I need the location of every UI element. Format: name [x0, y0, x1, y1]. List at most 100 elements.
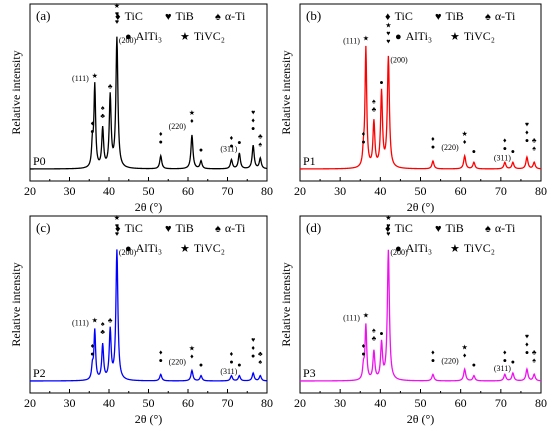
legend-symbol: ♠ — [485, 223, 491, 235]
peak-marker: ★♦ — [188, 109, 196, 125]
peak-hkl-label: (200) — [119, 248, 137, 257]
panel-label: (a) — [36, 8, 50, 23]
legend-symbol: ♥ — [435, 11, 442, 23]
xrd-spectrum-line — [30, 36, 268, 170]
legend-item: ♠ α-Ti — [215, 9, 246, 23]
legend-label: AlTi₃ — [136, 29, 162, 43]
x-tick-label: 70 — [222, 184, 234, 198]
legend-symbol: ♠ — [485, 11, 491, 23]
peak-marker: ♦● — [429, 349, 437, 365]
chart-panel-p2: 20 30 40 50 60 70 80 2θ (°) Relative intensity (c… — [9, 214, 273, 426]
peak-marker: ♣♠ — [530, 137, 538, 153]
legend-label: TiC — [395, 9, 413, 23]
peak-marker: ★ — [91, 317, 99, 325]
legend-item: ♦ TiC — [115, 9, 143, 23]
chart-panel-p0: 20 30 40 50 60 70 80 2θ (°) Relative intensity (a… — [9, 2, 273, 214]
x-axis-label: 2θ (°) — [135, 200, 163, 214]
peak-hkl-label: (311) — [220, 144, 237, 153]
peak-hkl-label: (311) — [494, 364, 511, 373]
legend-item: ★ TiVC₂ — [450, 241, 495, 255]
legend-symbol: ★ — [180, 243, 190, 255]
peak-marker: ★♥♥ — [113, 2, 121, 26]
peak-hkl-label: (311) — [494, 154, 511, 163]
x-axis-label: 2θ (°) — [407, 412, 435, 426]
sample-label: P2 — [33, 366, 46, 380]
peak-hkl-label: (200) — [119, 36, 137, 45]
panel-label: (d) — [306, 220, 321, 235]
peak-marker: ♦● — [157, 349, 165, 365]
peak-hkl-label: (200) — [390, 248, 408, 257]
peak-hkl-label: (111) — [343, 36, 360, 45]
legend-label: AlTi₃ — [406, 241, 432, 255]
x-tick-label: 60 — [455, 184, 467, 198]
x-tick-label: 30 — [64, 396, 76, 410]
chart-panel-p3: 20 30 40 50 60 70 80 2θ (°) Relative intensity (d… — [279, 214, 547, 426]
legend-symbol: ♥ — [435, 223, 442, 235]
peak-marker: ● — [378, 330, 386, 338]
peak-marker: ♥♦● — [249, 336, 257, 360]
peak-marker: ♦● — [501, 137, 509, 153]
peak-hkl-label: (111) — [72, 319, 89, 328]
legend-item: ★ TiVC₂ — [180, 29, 225, 43]
panel-label: (b) — [306, 8, 321, 23]
legend-symbol: ♥ — [165, 223, 172, 235]
peak-hkl-label: (220) — [169, 358, 187, 367]
peak-marker: ● — [235, 361, 243, 369]
legend-label: TiVC₂ — [464, 29, 495, 43]
legend-label: TiVC₂ — [194, 29, 225, 43]
x-tick-label: 40 — [374, 396, 386, 410]
xrd-spectrum-line — [30, 249, 268, 382]
y-axis-label: Relative intensity — [9, 50, 23, 134]
peak-marker: ♥♦● — [523, 120, 531, 144]
x-tick-label: 20 — [294, 184, 306, 198]
peak-marker: ★♦ — [461, 343, 469, 359]
peak-marker: ● — [470, 148, 478, 156]
peak-marker: ● — [470, 361, 478, 369]
x-tick-label: 80 — [261, 184, 273, 198]
x-tick-label: 40 — [103, 184, 115, 198]
legend-item: ★ TiVC₂ — [180, 241, 225, 255]
peak-marker: ● — [509, 358, 517, 366]
y-axis-label: Relative intensity — [9, 262, 23, 346]
peak-marker: ♣ — [106, 317, 114, 325]
legend-item: ♦ TiC — [385, 9, 413, 23]
x-tick-label: 50 — [143, 396, 155, 410]
legend-item: ♠ α-Ti — [485, 9, 516, 23]
peak-marker: ♥♦● — [249, 109, 257, 133]
peak-marker: ♠♣ — [99, 104, 107, 120]
x-tick-label: 60 — [455, 396, 467, 410]
peak-marker: ★♥♥ — [384, 214, 392, 238]
peak-marker: ♦● — [501, 349, 509, 365]
legend-symbol: ♦ — [115, 223, 121, 235]
legend-label: TiB — [176, 9, 194, 23]
sample-label: P1 — [303, 154, 316, 168]
x-tick-label: 80 — [261, 396, 273, 410]
peak-marker: ★♥♥ — [384, 22, 392, 46]
x-tick-label: 70 — [495, 184, 507, 198]
peak-hkl-label: (220) — [441, 143, 459, 152]
peak-hkl-label: (220) — [169, 122, 187, 131]
x-tick-label: 30 — [64, 184, 76, 198]
peak-marker: ★ — [91, 72, 99, 80]
legend-symbol: ♦ — [385, 11, 391, 23]
x-tick-label: 20 — [24, 184, 36, 198]
peak-marker: ♠♣ — [370, 98, 378, 114]
legend-symbol: ● — [125, 31, 132, 43]
y-axis-label: Relative intensity — [279, 50, 293, 134]
legend-item: ♦ TiC — [385, 221, 413, 235]
peak-marker: ♥♦● — [523, 332, 531, 356]
legend-label: α-Ti — [225, 221, 246, 235]
legend-label: TiB — [176, 221, 194, 235]
legend-item: ★ TiVC₂ — [450, 29, 495, 43]
x-axis-label: 2θ (°) — [407, 200, 435, 214]
peak-marker: ● — [509, 148, 517, 156]
legend-symbol: ★ — [450, 31, 460, 43]
legend-item: ♥ TiB — [435, 221, 464, 235]
legend-symbol: ♠ — [215, 223, 221, 235]
peak-marker: ● — [235, 138, 243, 146]
peak-marker: ♣ — [106, 83, 114, 91]
legend-label: α-Ti — [495, 221, 516, 235]
legend-label: α-Ti — [495, 9, 516, 23]
peak-marker: ♦● — [359, 130, 367, 146]
